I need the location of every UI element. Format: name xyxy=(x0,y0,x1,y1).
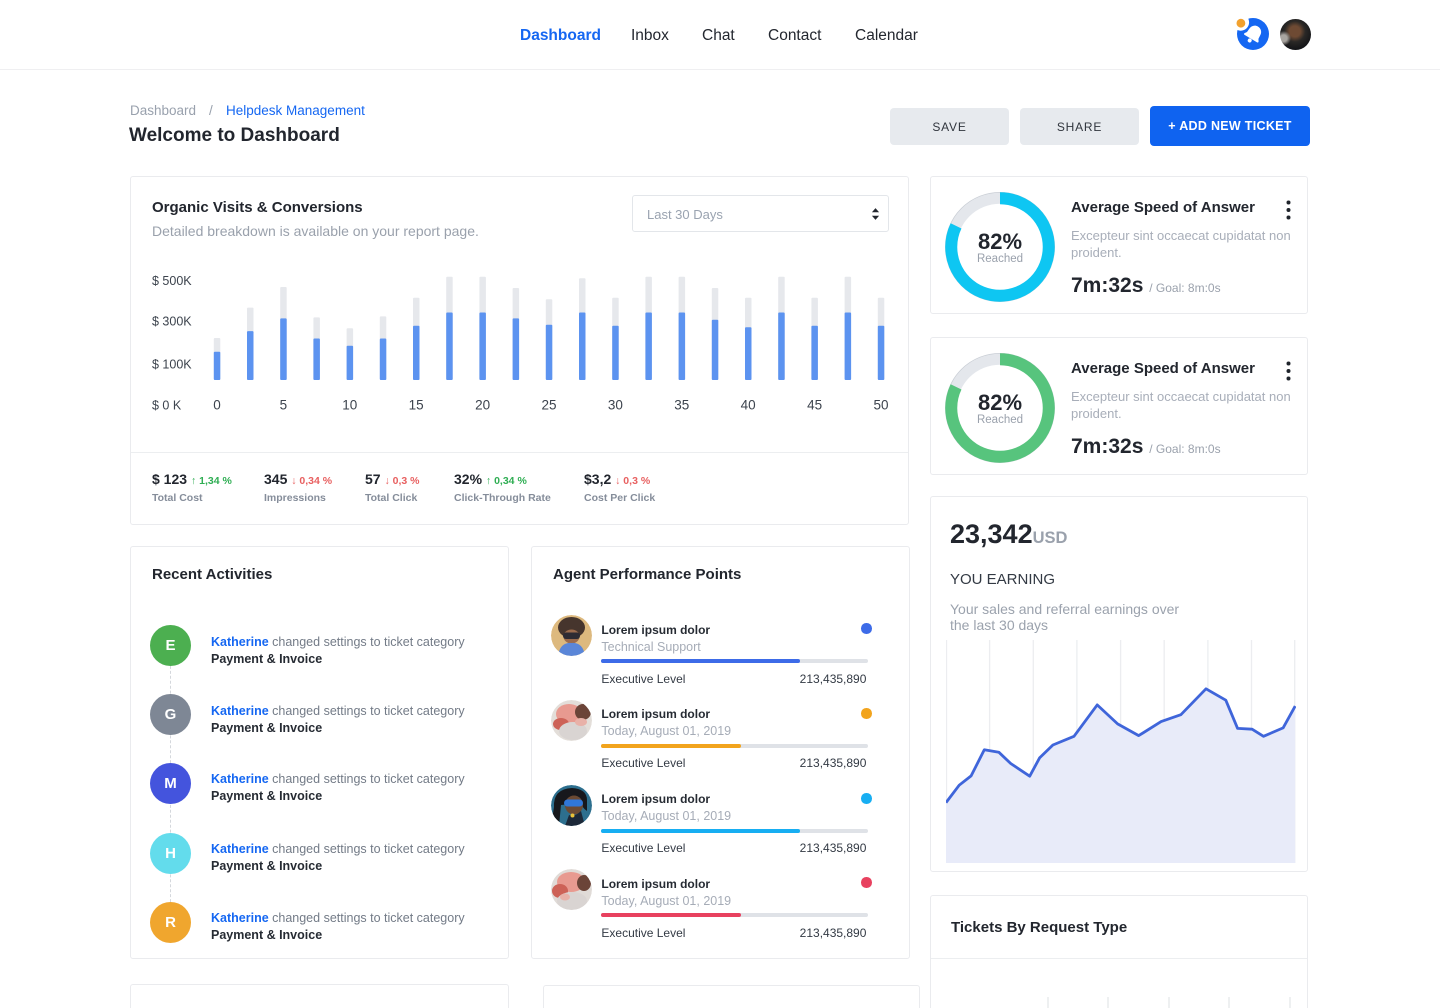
svg-text:$ 100K: $ 100K xyxy=(152,358,192,372)
svg-text:20: 20 xyxy=(475,398,490,413)
svg-text:15: 15 xyxy=(409,398,424,413)
svg-text:0: 0 xyxy=(213,398,221,413)
svg-text:40: 40 xyxy=(741,398,756,413)
svg-text:30: 30 xyxy=(608,398,623,413)
svg-text:45: 45 xyxy=(807,398,822,413)
svg-text:$ 300K: $ 300K xyxy=(152,315,192,329)
svg-text:35: 35 xyxy=(674,398,689,413)
svg-text:5: 5 xyxy=(280,398,288,413)
svg-text:50: 50 xyxy=(873,398,888,413)
svg-text:$ 0 K: $ 0 K xyxy=(152,399,182,413)
svg-text:25: 25 xyxy=(541,398,556,413)
svg-text:10: 10 xyxy=(342,398,357,413)
svg-text:$ 500K: $ 500K xyxy=(152,274,192,288)
